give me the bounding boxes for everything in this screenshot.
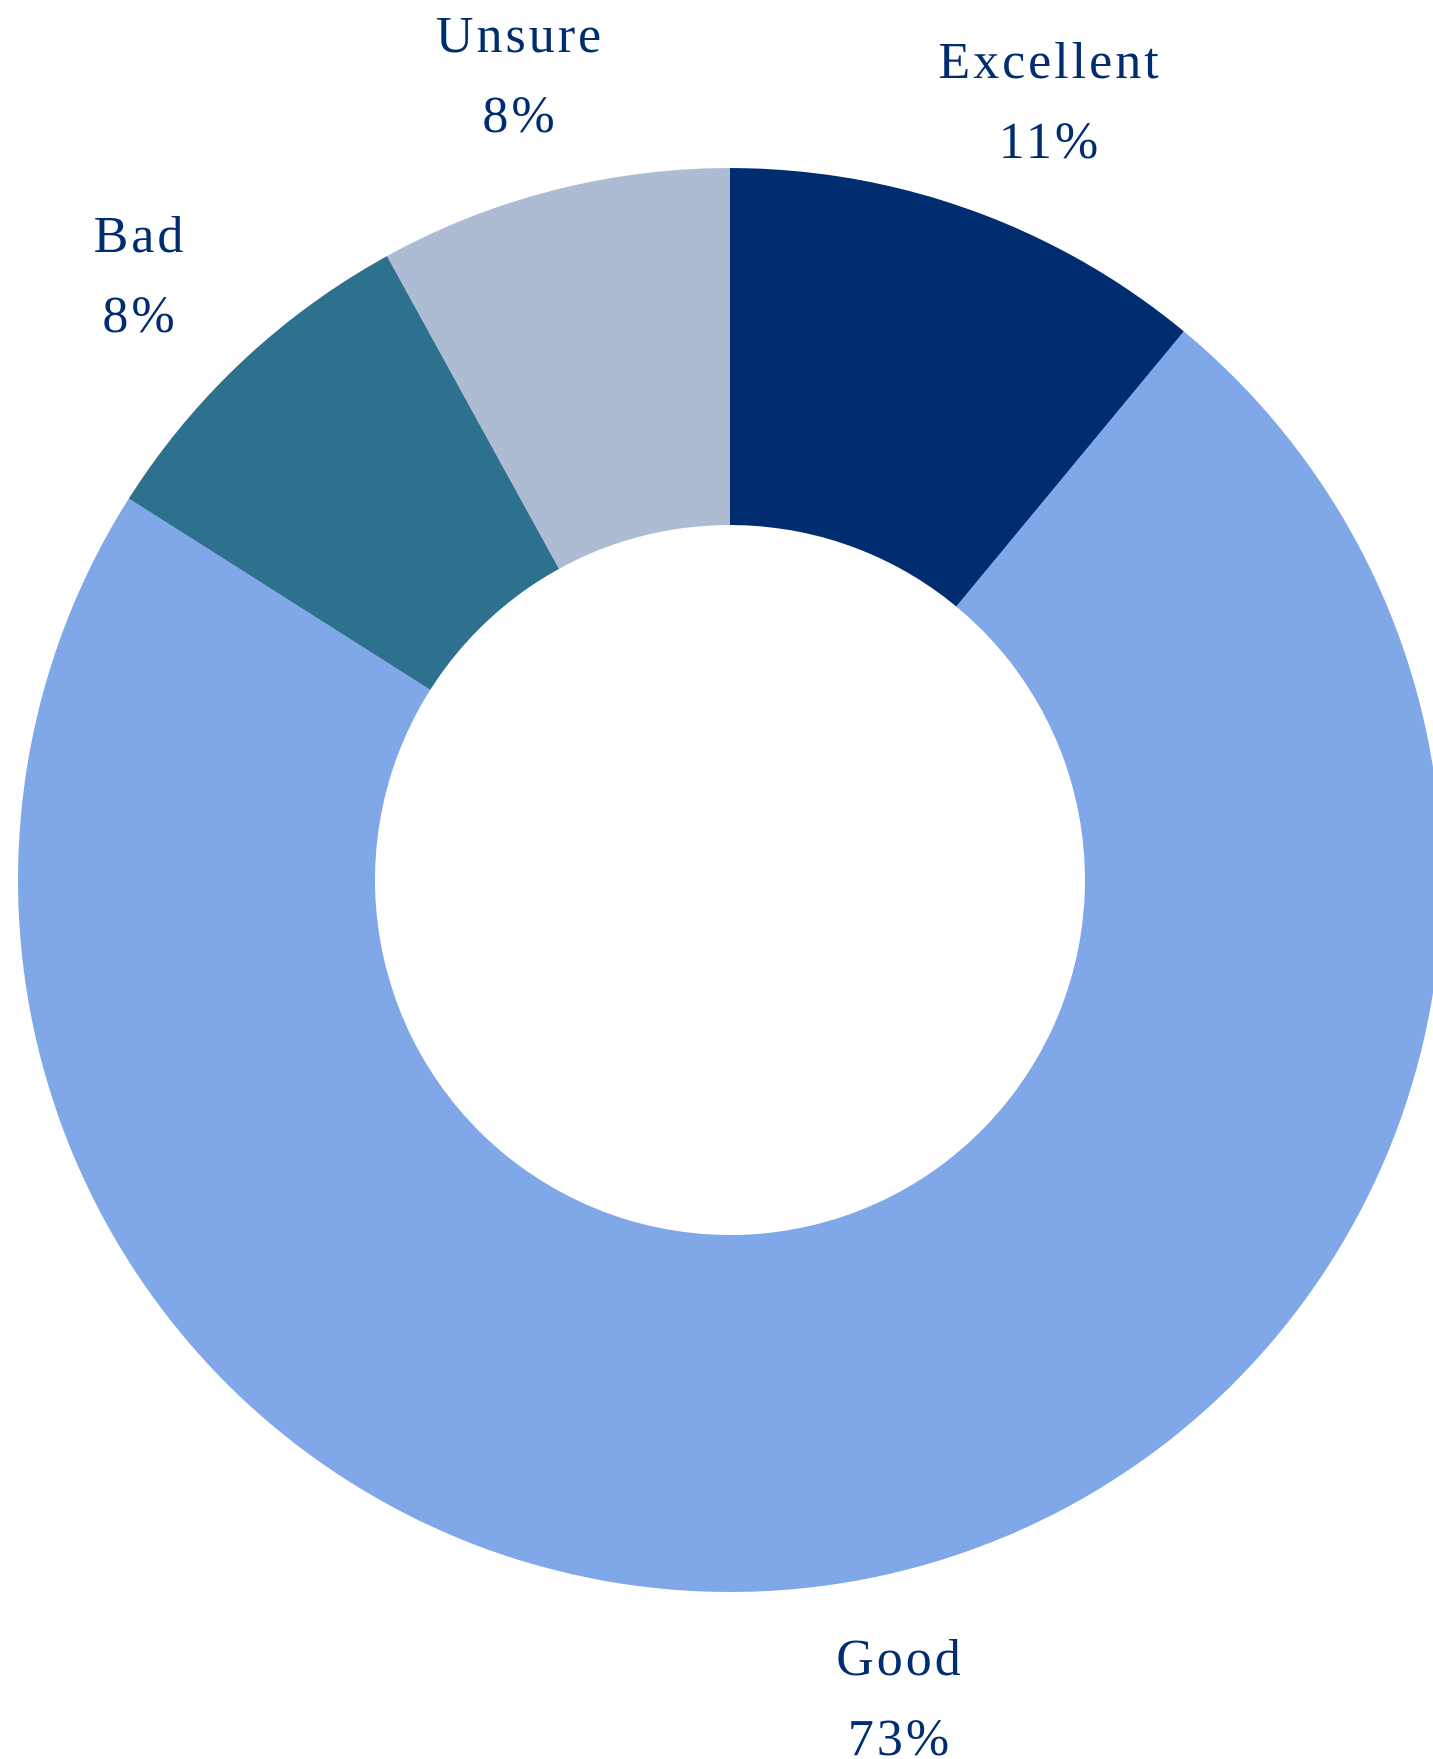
slice-value-label: 8% <box>482 87 557 144</box>
slice-labels: Excellent 11% Good 73% Bad 8% Unsure 8% <box>94 7 1161 1759</box>
slice-category-label: Good <box>836 1630 964 1687</box>
slice-excellent <box>730 168 1184 607</box>
slice-category-label: Unsure <box>436 7 604 64</box>
slice-value-label: 8% <box>102 287 177 344</box>
slice-bad <box>128 256 559 690</box>
slice-value-label: 11% <box>999 113 1101 170</box>
slice-unsure <box>386 168 730 569</box>
slice-category-label: Bad <box>94 207 187 264</box>
slice-category-label: Excellent <box>938 33 1161 90</box>
slice-value-label: 73% <box>848 1710 952 1759</box>
slice-good <box>18 331 1433 1592</box>
donut-slices <box>18 168 1433 1592</box>
